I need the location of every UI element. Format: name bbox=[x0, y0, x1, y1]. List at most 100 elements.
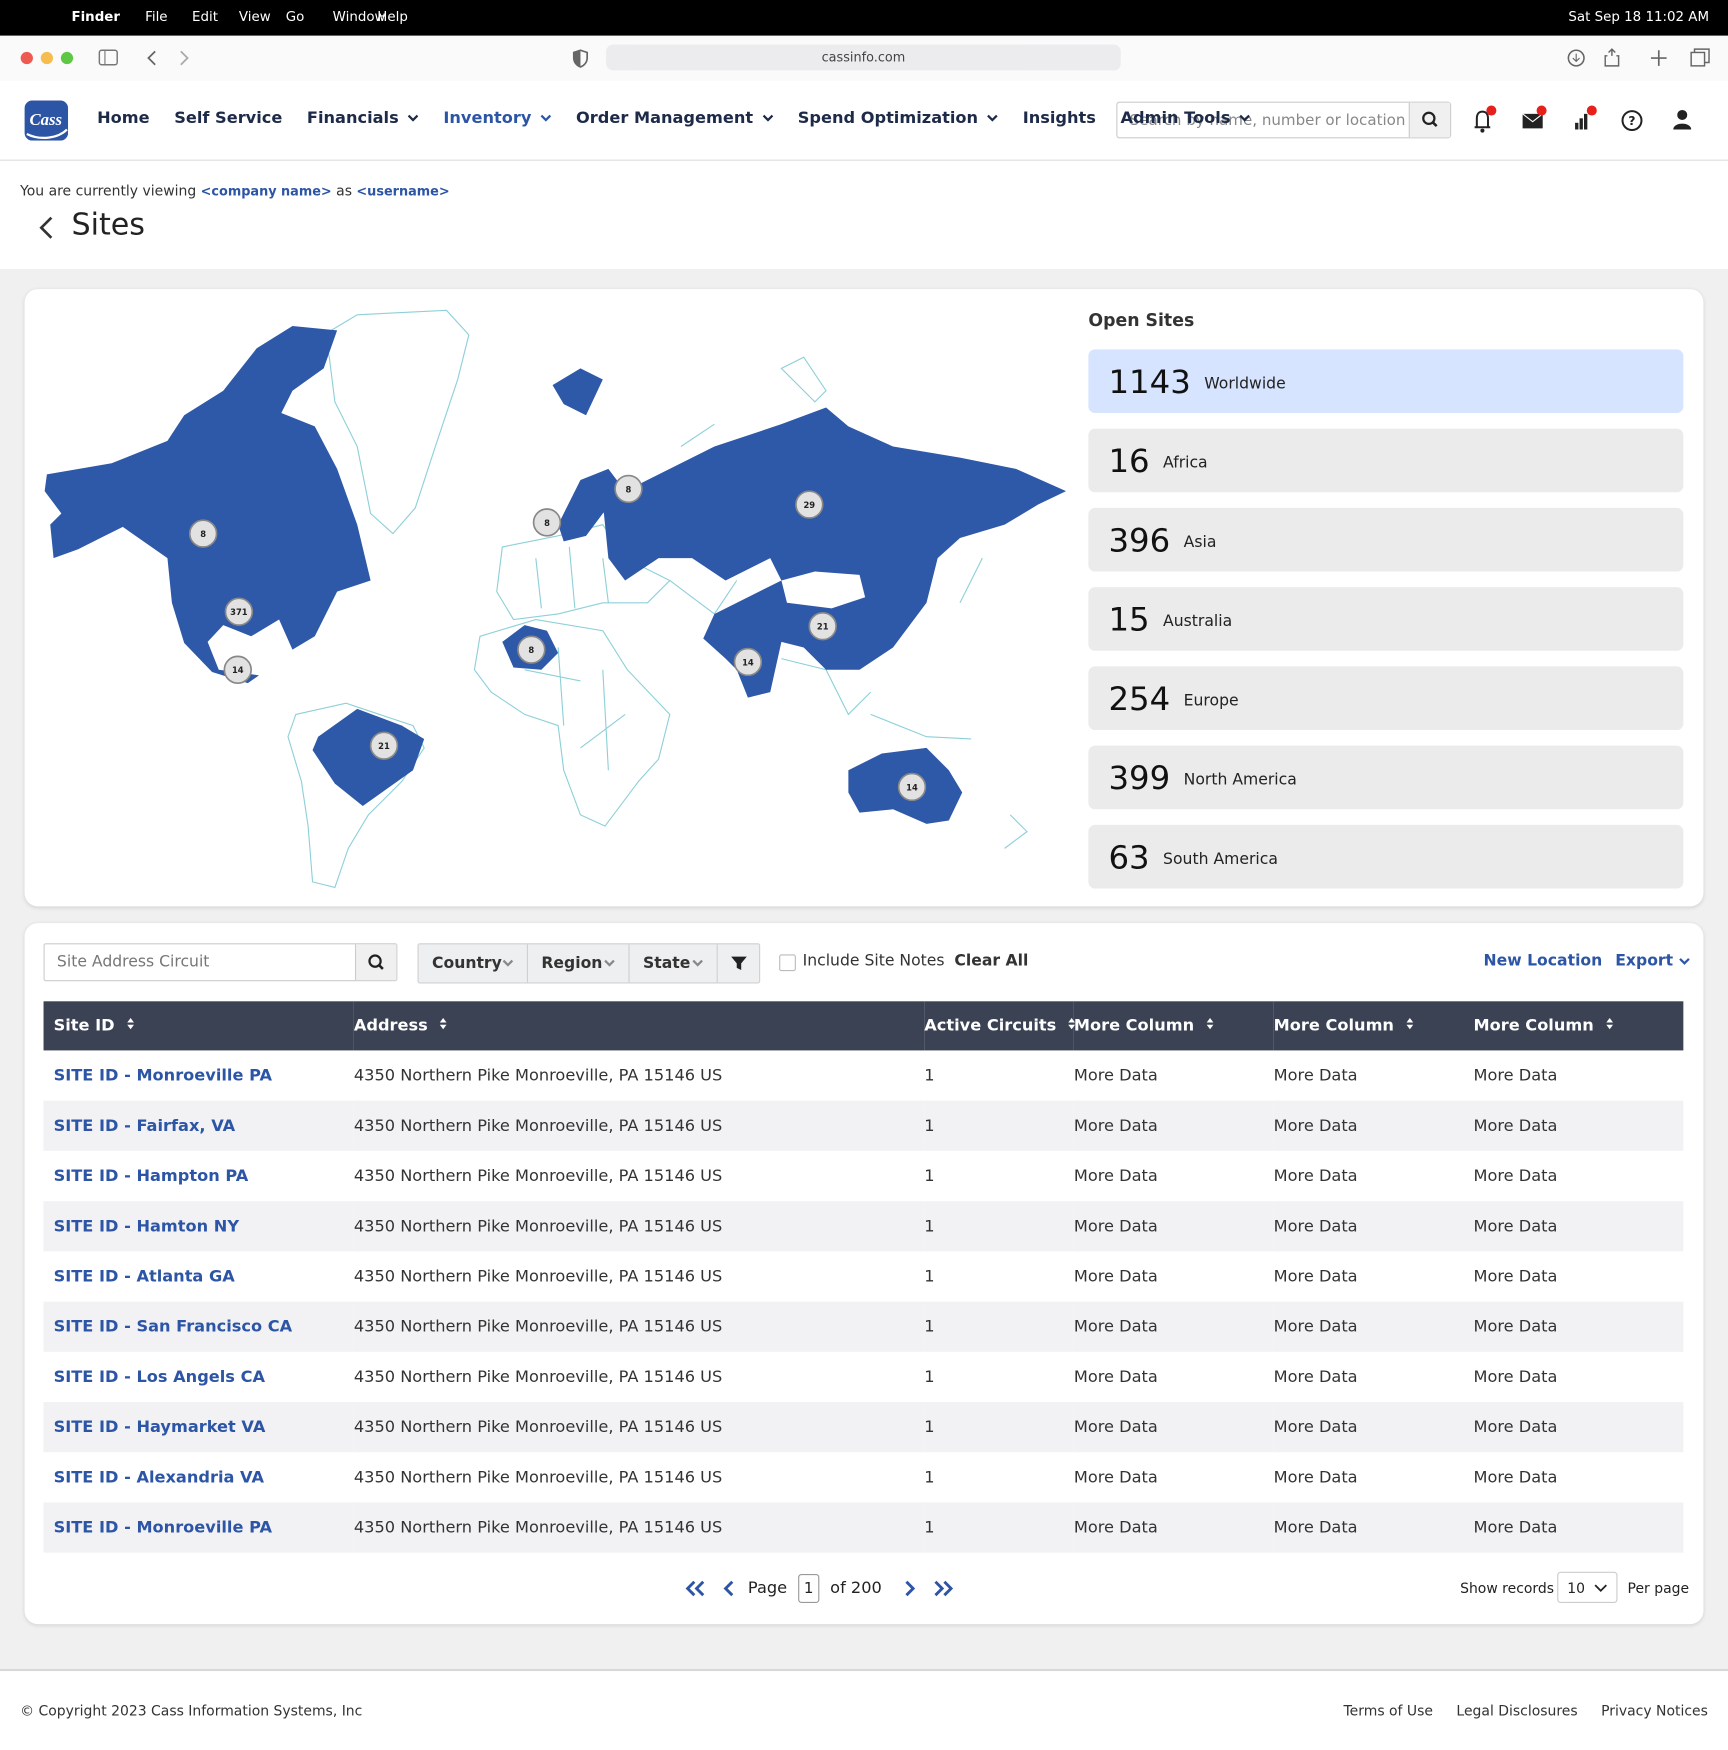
menu-item[interactable]: Window bbox=[332, 8, 386, 25]
nav-item[interactable]: Home bbox=[97, 109, 150, 127]
new-location[interactable]: New Location bbox=[1483, 952, 1603, 971]
site-link[interactable]: SITE ID - Hampton PA bbox=[53, 1167, 249, 1185]
marker-label: 21 bbox=[817, 622, 829, 632]
region-count: 254 bbox=[1108, 679, 1171, 718]
region-row[interactable]: 63 South America bbox=[1088, 824, 1684, 889]
menu-item[interactable]: Help bbox=[377, 8, 408, 25]
table-cell: 1 bbox=[924, 1201, 1074, 1252]
site-search-button[interactable] bbox=[354, 944, 397, 981]
footer-link[interactable]: Legal Disclosures bbox=[1456, 1702, 1578, 1720]
page-input[interactable]: 1 bbox=[798, 1573, 820, 1603]
site-link[interactable]: SITE ID - Los Angels CA bbox=[53, 1368, 265, 1386]
filter-dropdown[interactable]: Region bbox=[528, 944, 630, 983]
back-button[interactable] bbox=[37, 215, 57, 240]
region-count: 396 bbox=[1108, 520, 1171, 559]
site-marker[interactable]: 21 bbox=[369, 731, 399, 760]
site-marker[interactable]: 14 bbox=[733, 647, 763, 677]
nav-item[interactable]: Admin Tools bbox=[1120, 109, 1251, 127]
first-page[interactable] bbox=[683, 1580, 710, 1598]
menu-item[interactable]: Go bbox=[285, 8, 305, 25]
menu-item[interactable]: Edit bbox=[192, 8, 218, 25]
logo[interactable]: Cass bbox=[24, 100, 69, 141]
site-link[interactable]: SITE ID - Fairfax, VA bbox=[43, 1100, 354, 1151]
footer-link[interactable]: Terms of Use bbox=[1343, 1702, 1433, 1720]
site-link[interactable]: SITE ID - Alexandria VA bbox=[53, 1468, 265, 1487]
table-cell: 1 bbox=[924, 1167, 935, 1185]
filter-button[interactable] bbox=[718, 944, 759, 982]
window-controls[interactable] bbox=[17, 49, 207, 69]
search-button[interactable] bbox=[1408, 102, 1451, 138]
app-name[interactable]: Finder bbox=[71, 8, 121, 25]
table-cell: More Data bbox=[1073, 1201, 1274, 1252]
table-row: SITE ID - Fairfax, VA 4350 Northern Pike … bbox=[43, 1100, 1684, 1151]
column-header[interactable]: More Column bbox=[1473, 1001, 1684, 1051]
region-row[interactable]: 399 North America bbox=[1088, 745, 1684, 810]
table-row: SITE ID - Hampton PA 4350 Northern Pike M… bbox=[44, 1151, 1684, 1201]
nav-item[interactable]: Financials bbox=[307, 109, 419, 127]
site-link[interactable]: SITE ID - Monroeville PA bbox=[53, 1066, 272, 1085]
column-header[interactable]: Active Circuits bbox=[924, 1001, 1076, 1051]
site-link[interactable]: SITE ID - Haymarket VA bbox=[43, 1402, 354, 1453]
export[interactable]: Export bbox=[1615, 952, 1690, 970]
next-page[interactable] bbox=[893, 1580, 920, 1598]
site-marker[interactable]: 8 bbox=[532, 508, 562, 537]
nav-item[interactable]: Inventory bbox=[443, 109, 552, 127]
site-marker[interactable]: 371 bbox=[224, 597, 254, 626]
address-bar[interactable]: cassinfo.com bbox=[606, 44, 1121, 71]
chevron-path bbox=[987, 114, 998, 122]
chevron bbox=[692, 959, 703, 967]
site-link[interactable]: SITE ID - San Francisco CA bbox=[43, 1301, 354, 1352]
site-marker[interactable]: 8 bbox=[517, 635, 546, 664]
nav-item[interactable]: Insights bbox=[1023, 109, 1096, 127]
prev-page[interactable] bbox=[721, 1580, 737, 1598]
region-row[interactable]: 1143 Worldwide bbox=[1088, 349, 1684, 414]
checkbox[interactable] bbox=[779, 954, 796, 972]
browser-actions[interactable] bbox=[1563, 47, 1714, 69]
site-link[interactable]: SITE ID - Monroeville PA bbox=[43, 1502, 354, 1553]
region-name: North America bbox=[1183, 770, 1297, 789]
site-marker[interactable]: 14 bbox=[897, 772, 927, 802]
region-row[interactable]: 15 Australia bbox=[1088, 587, 1684, 651]
filter-dropdown[interactable]: State bbox=[630, 944, 718, 983]
checkbox-label[interactable]: Include Site Notes bbox=[802, 952, 945, 971]
column-header[interactable]: More Column bbox=[1273, 1001, 1474, 1051]
site-marker[interactable]: 8 bbox=[188, 519, 218, 548]
site-link[interactable]: SITE ID - Hamton NY bbox=[43, 1201, 354, 1252]
username[interactable]: <username> bbox=[356, 183, 450, 199]
global-search[interactable]: Search by name, number or location bbox=[1116, 101, 1452, 139]
nav-item[interactable]: Spend Optimization bbox=[798, 109, 998, 127]
column-label: Active Circuits bbox=[924, 1016, 1057, 1035]
chevron bbox=[1239, 114, 1251, 122]
clear-all[interactable]: Clear All bbox=[954, 952, 1029, 971]
table-cell: More Data bbox=[1073, 1301, 1274, 1352]
site-marker[interactable]: 14 bbox=[223, 655, 253, 685]
region-row[interactable]: 396 Asia bbox=[1088, 507, 1684, 572]
column-header[interactable]: More Column bbox=[1073, 1001, 1274, 1051]
column-header[interactable]: Site ID bbox=[43, 1001, 354, 1051]
table-row: SITE ID - Monroeville PA 4350 Northern Pi… bbox=[43, 1502, 1684, 1553]
footer-link[interactable]: Privacy Notices bbox=[1601, 1702, 1708, 1720]
header-icons[interactable]: ? bbox=[1468, 105, 1702, 138]
menu-item[interactable]: View bbox=[238, 8, 271, 25]
nav-item[interactable]: Self Service bbox=[174, 109, 282, 127]
nav-item[interactable]: Order Management bbox=[576, 109, 773, 127]
region-name: South America bbox=[1163, 850, 1278, 868]
nav-label: Home bbox=[97, 109, 150, 128]
site-marker[interactable]: 29 bbox=[795, 490, 824, 519]
page-total: of 200 bbox=[830, 1579, 882, 1598]
filter-dropdown[interactable]: Country bbox=[419, 944, 529, 983]
company-name[interactable]: <company name> bbox=[200, 183, 332, 199]
region-row[interactable]: 16 Africa bbox=[1088, 428, 1684, 493]
last-page[interactable] bbox=[931, 1580, 958, 1598]
chevron bbox=[604, 959, 615, 967]
column-header[interactable]: Address bbox=[353, 1001, 925, 1051]
column-label: Address bbox=[353, 1016, 428, 1035]
clock: Sat Sep 18 11:02 AM bbox=[1568, 8, 1710, 25]
menu-item[interactable]: File bbox=[145, 8, 168, 25]
per-page-select[interactable]: 10 bbox=[1557, 1571, 1618, 1603]
region-row[interactable]: 254 Europe bbox=[1088, 666, 1684, 731]
site-marker[interactable]: 8 bbox=[614, 474, 643, 504]
site-marker[interactable]: 21 bbox=[808, 612, 837, 641]
site-search[interactable]: Site Address Circuit bbox=[43, 943, 398, 982]
site-link[interactable]: SITE ID - Atlanta GA bbox=[53, 1267, 235, 1286]
